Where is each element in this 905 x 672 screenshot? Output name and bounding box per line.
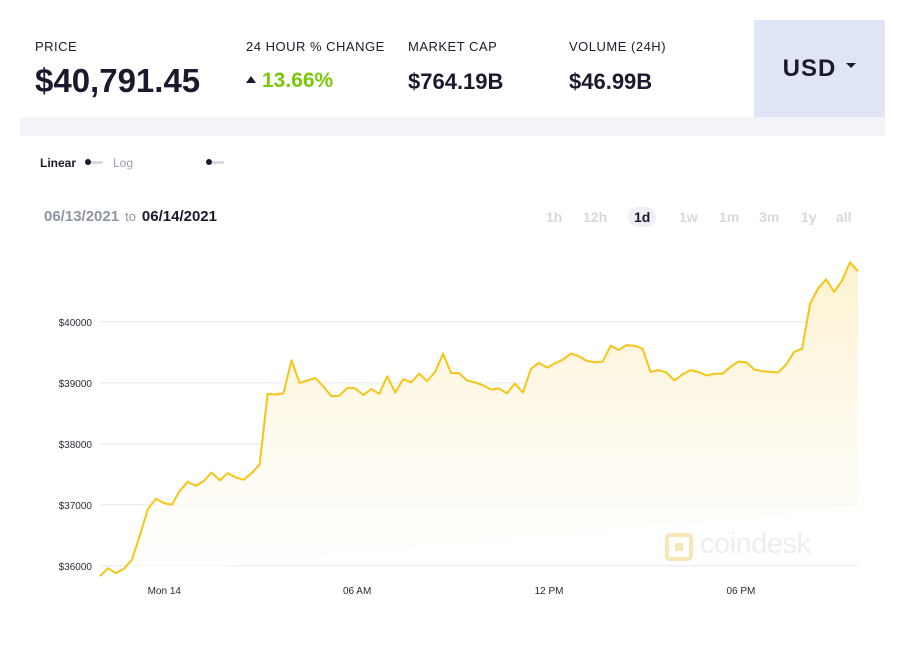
date-to[interactable]: 06/14/2021: [141, 208, 217, 225]
tab-1y[interactable]: 1y: [801, 209, 817, 225]
chevron-down-icon: [846, 63, 857, 68]
scale-toggle-switch[interactable]: [85, 159, 103, 166]
toggle-track: [208, 161, 224, 164]
price-area: [100, 262, 858, 578]
tab-1h[interactable]: 1h: [546, 209, 563, 225]
tab-12h[interactable]: 12h: [583, 209, 608, 225]
y-tick-label: $38000: [59, 440, 93, 451]
tab-1w[interactable]: 1w: [679, 209, 698, 225]
currency-label: USD: [782, 54, 837, 82]
market-cap-label: MARKET CAP: [408, 39, 498, 54]
price-label: PRICE: [35, 39, 78, 54]
y-tick-label: $39000: [59, 379, 93, 390]
y-tick-label: $37000: [59, 501, 93, 512]
tab-all[interactable]: all: [836, 209, 852, 225]
y-tick-label: $36000: [59, 562, 93, 573]
stats-bar: PRICE $40,791.45 24 HOUR % CHANGE 13.66%…: [20, 20, 885, 117]
change-label: 24 HOUR % CHANGE: [246, 39, 385, 54]
secondary-toggle-switch[interactable]: [206, 159, 224, 166]
date-to-word: to: [125, 209, 136, 224]
x-axis-ticks: Mon 14 06 AM 12 PM 06 PM: [148, 586, 756, 597]
change-value: 13.66%: [262, 69, 334, 92]
market-cap-value: $764.19B: [408, 69, 504, 94]
x-tick-label: Mon 14: [148, 586, 182, 597]
divider-band: [20, 117, 885, 136]
date-from[interactable]: 06/13/2021: [44, 208, 120, 225]
volume-label: VOLUME (24H): [569, 39, 667, 54]
tab-3m[interactable]: 3m: [759, 209, 780, 225]
scale-linear-label[interactable]: Linear: [40, 156, 77, 170]
y-axis-ticks: $36000 $37000 $38000 $39000 $40000: [59, 318, 93, 573]
coindesk-logo-icon: [665, 533, 693, 561]
x-tick-label: 06 AM: [343, 586, 371, 597]
y-tick-label: $40000: [59, 318, 93, 329]
price-value: $40,791.45: [35, 62, 201, 99]
date-range: 06/13/2021 to 06/14/2021: [44, 208, 217, 225]
tab-1d[interactable]: 1d: [628, 207, 657, 227]
tab-1m[interactable]: 1m: [719, 209, 740, 225]
up-arrow-icon: [246, 75, 256, 83]
coindesk-watermark: coindesk: [700, 528, 811, 560]
x-tick-label: 06 PM: [726, 586, 755, 597]
toggle-track: [87, 161, 103, 164]
change-value-wrap: 13.66%: [246, 69, 333, 93]
price-line: [99, 261, 859, 577]
toggle-knob: [206, 159, 212, 165]
toggle-knob: [85, 159, 91, 165]
x-tick-label: 12 PM: [535, 586, 564, 597]
volume-value: $46.99B: [569, 69, 653, 94]
scale-log-label[interactable]: Log: [113, 156, 134, 170]
currency-dropdown[interactable]: USD: [754, 20, 885, 117]
